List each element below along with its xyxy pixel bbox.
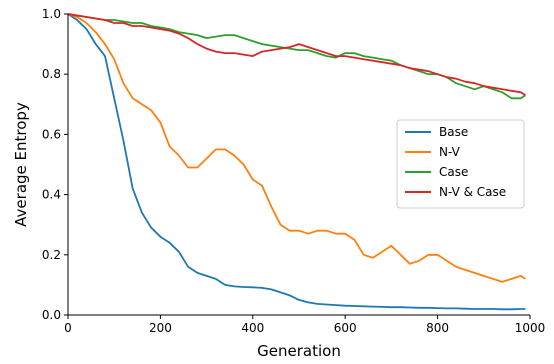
- series-line-0: [67, 13, 526, 311]
- legend-label-1: N-V: [439, 145, 461, 159]
- y-tick-label: 1.0: [42, 7, 61, 21]
- series-line-1: [67, 13, 526, 283]
- legend: Base N-V Case N-V & Case: [396, 119, 525, 209]
- x-tick-label: 600: [334, 321, 357, 335]
- y-tick-label: 0.6: [42, 127, 61, 141]
- y-tick-label: 0.2: [42, 248, 61, 262]
- y-axis-label: Average Entropy: [12, 102, 30, 227]
- legend-label-0: Base: [439, 125, 468, 139]
- y-tick-label: 0.8: [42, 67, 61, 81]
- y-tick-label: 0.0: [42, 308, 61, 322]
- x-tick-label: 200: [149, 321, 172, 335]
- series-line-2: [67, 13, 526, 100]
- x-tick-label: 1000: [515, 321, 546, 335]
- legend-label-2: Case: [439, 165, 468, 179]
- legend-label-3: N-V & Case: [439, 185, 506, 199]
- x-axis-label: Generation: [257, 342, 341, 360]
- x-tick-label: 800: [426, 321, 449, 335]
- y-tick-label: 0.4: [42, 188, 61, 202]
- x-tick-label: 0: [64, 321, 72, 335]
- series-line-3: [67, 13, 526, 97]
- x-tick-label: 400: [241, 321, 264, 335]
- legend-box: [396, 119, 525, 209]
